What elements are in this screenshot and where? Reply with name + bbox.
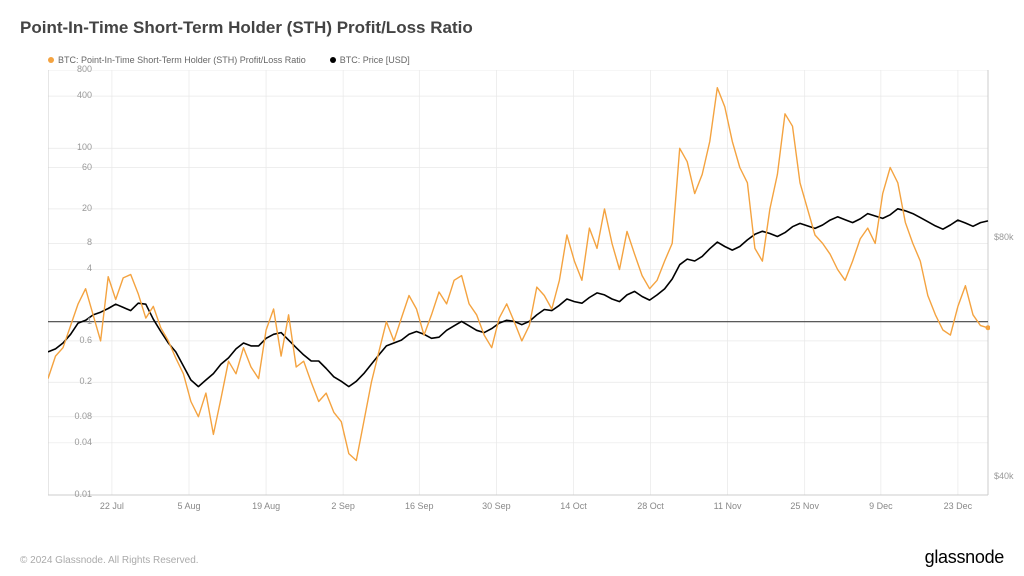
y-axis-label: 0.04: [62, 437, 92, 447]
x-axis-label: 11 Nov: [714, 501, 742, 511]
legend-label-price: BTC: Price [USD]: [340, 55, 410, 65]
y-axis-label: 20: [62, 203, 92, 213]
chart-legend: BTC: Point-In-Time Short-Term Holder (ST…: [48, 55, 410, 65]
legend-label-ratio: BTC: Point-In-Time Short-Term Holder (ST…: [58, 55, 306, 65]
legend-dot-price: [330, 57, 336, 63]
x-axis-label: 30 Sep: [482, 501, 511, 511]
y-axis-label: 0.01: [62, 489, 92, 499]
y-axis-label: 60: [62, 162, 92, 172]
x-axis-label: 5 Aug: [177, 501, 200, 511]
legend-item-price: BTC: Price [USD]: [330, 55, 410, 65]
x-axis-label: 28 Oct: [637, 501, 664, 511]
y-axis-label: 800: [62, 64, 92, 74]
y-axis-label: 400: [62, 90, 92, 100]
x-axis-label: 2 Sep: [331, 501, 355, 511]
y-axis-label: 0.08: [62, 411, 92, 421]
y-axis-label: 1: [62, 316, 92, 326]
y2-axis-label: $80k: [994, 232, 1014, 242]
y-axis-label: 8: [62, 237, 92, 247]
y2-axis-label: $40k: [994, 471, 1014, 481]
x-axis-label: 14 Oct: [560, 501, 587, 511]
x-axis-label: 16 Sep: [405, 501, 434, 511]
chart-title: Point-In-Time Short-Term Holder (STH) Pr…: [20, 18, 473, 38]
y-axis-label: 0.6: [62, 335, 92, 345]
x-axis-label: 25 Nov: [790, 501, 819, 511]
y-axis-label: 0.2: [62, 376, 92, 386]
y-axis-label: 4: [62, 263, 92, 273]
copyright-footer: © 2024 Glassnode. All Rights Reserved.: [20, 555, 199, 566]
brand-logo: glassnode: [925, 547, 1004, 568]
x-axis-label: 19 Aug: [252, 501, 280, 511]
x-axis-label: 9 Dec: [869, 501, 893, 511]
y-axis-label: 100: [62, 142, 92, 152]
x-axis-label: 23 Dec: [944, 501, 973, 511]
chart-svg: [48, 70, 990, 520]
legend-dot-ratio: [48, 57, 54, 63]
x-axis-label: 22 Jul: [100, 501, 124, 511]
chart-area: 0.010.040.080.20.61482060100400800$40k$8…: [48, 70, 990, 520]
